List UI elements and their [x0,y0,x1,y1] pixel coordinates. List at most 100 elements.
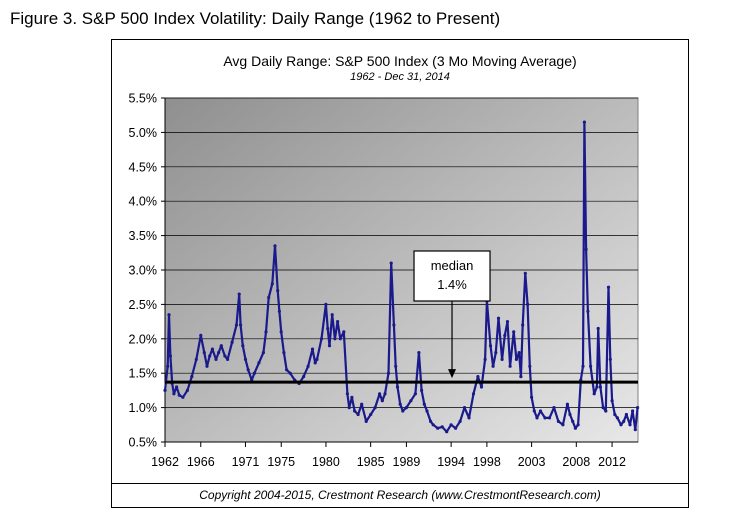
y-tick-label: 4.0% [129,195,158,209]
data-point [422,402,426,406]
data-point [398,402,402,406]
data-point [199,333,203,337]
data-point [512,330,516,334]
data-point [503,333,507,337]
data-point [313,361,317,365]
data-point [264,330,268,334]
data-point [573,426,578,430]
data-point [636,406,640,410]
x-tick-label: 1980 [312,455,340,469]
data-point [369,412,373,417]
data-point [239,323,243,327]
data-point [409,399,413,403]
data-point [277,309,281,313]
data-point [168,354,172,358]
series-layer [163,120,640,434]
x-tick-label: 1975 [267,455,295,469]
x-tick-label: 1971 [232,455,260,469]
median-arrowhead [448,369,457,379]
data-point [631,409,635,413]
data-point [633,428,637,432]
data-point [401,409,405,413]
data-point [163,388,167,392]
data-point [306,364,310,368]
data-point [347,406,351,410]
data-point [282,351,286,355]
chart-title: Avg Daily Range: S&P 500 Index (3 Mo Mov… [223,53,577,69]
y-tick-label: 1.0% [129,401,158,415]
data-point [606,285,611,289]
y-tick-label: 4.5% [129,160,158,174]
data-point [581,364,585,368]
copyright-divider [112,483,688,484]
data-point [592,392,596,396]
data-point [270,282,274,286]
x-tick-label: 1998 [473,455,501,469]
data-point [584,247,588,251]
chart-subtitle: 1962 - Dec 31, 2014 [350,71,450,83]
data-point [523,271,527,275]
data-point [491,364,495,368]
data-point [237,292,241,296]
data-point [392,323,396,327]
data-point [167,313,171,317]
x-tick-label: 1966 [187,455,215,469]
data-point [380,399,384,403]
data-point [479,385,484,389]
x-tick-label: 1989 [393,455,421,469]
y-tick-label: 3.5% [129,229,158,243]
data-point [628,423,632,427]
data-point [302,375,306,379]
data-point [619,423,623,427]
data-point [595,385,599,389]
data-point [342,330,346,334]
data-point [208,354,212,358]
data-point [568,412,572,417]
data-point [205,364,209,368]
data-point [333,337,337,341]
data-point [356,412,360,417]
data-point [514,357,519,361]
x-tick-label: 2008 [562,455,590,469]
x-tick-label: 1985 [357,455,385,469]
y-tick-label: 2.0% [129,332,158,346]
data-point [608,357,612,361]
data-point [319,337,324,341]
data-point [214,357,218,361]
copyright-text: Copyright 2004-2015, Crestmont Research … [199,488,601,502]
data-point [285,368,289,372]
data-point [350,395,354,399]
data-point [389,261,393,265]
data-point [496,316,501,320]
figure-title: Figure 3. S&P 500 Index Volatility: Dail… [10,9,501,28]
data-point [571,419,575,423]
data-point [166,364,170,368]
data-point [431,423,435,427]
data-point [345,392,349,396]
y-tick-label: 5.0% [129,126,158,140]
data-point [364,419,368,423]
data-point [604,409,608,413]
data-point [378,392,382,396]
data-point [530,395,534,399]
data-point [483,357,487,361]
data-point [310,347,315,351]
data-point [517,351,521,355]
data-point [315,357,319,361]
data-point [476,375,480,379]
data-point [445,430,449,434]
data-point [181,395,185,399]
data-point [190,375,194,379]
data-point [338,337,342,341]
x-tick-label: 1962 [151,455,179,469]
data-point [535,416,539,420]
data-point [610,399,614,403]
data-point [326,326,330,331]
data-point [613,412,617,417]
data-point [582,120,587,124]
y-tick-label: 1.5% [129,367,158,381]
data-point [394,364,398,368]
x-tick-label: 2003 [518,455,546,469]
data-point [417,351,421,355]
data-point [547,416,552,420]
